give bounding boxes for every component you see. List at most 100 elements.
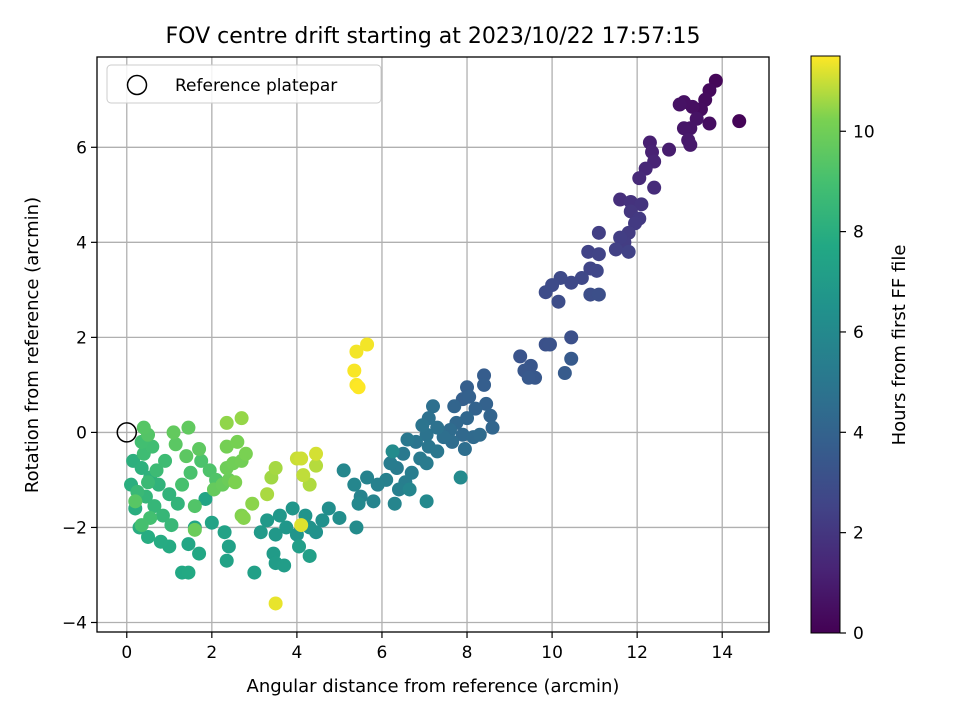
scatter-point (155, 508, 170, 523)
scatter-point (457, 442, 472, 457)
scatter-point (383, 456, 398, 471)
scatter-point (294, 451, 309, 466)
scatter-point (187, 499, 202, 514)
scatter-point (336, 463, 351, 478)
scatter-point (181, 565, 196, 580)
scatter-point (485, 420, 500, 435)
scatter-point (136, 420, 151, 435)
scatter-point (351, 380, 366, 395)
scatter-point (181, 537, 196, 552)
scatter-point (192, 546, 207, 561)
scatter-point (230, 434, 245, 449)
legend: Reference platepar (106, 64, 382, 104)
scatter-point (285, 501, 300, 516)
scatter-point (187, 522, 202, 537)
colorbar-tick-label: 0 (853, 624, 864, 644)
scatter-point (236, 510, 251, 525)
scatter-point (192, 442, 207, 457)
scatter-point (447, 399, 462, 414)
scatter-point (385, 444, 400, 459)
colorbar-label: Hours from first FF file (889, 245, 910, 446)
scatter-point (360, 470, 375, 485)
scatter-point (268, 461, 283, 476)
colorbar-tick-label: 6 (853, 323, 864, 343)
scatter-point (153, 534, 168, 549)
scatter-point (574, 270, 589, 285)
scatter-point (430, 420, 445, 435)
y-tick-label: −4 (62, 613, 87, 633)
scatter-point (360, 337, 375, 352)
scatter-point (166, 425, 181, 440)
scatter-point (315, 513, 330, 528)
scatter-point (672, 97, 687, 112)
scatter-point (521, 370, 536, 385)
scatter-point (542, 337, 557, 352)
scatter-point (387, 496, 402, 511)
scatter-point (462, 389, 477, 404)
scatter-point (134, 461, 149, 476)
scatter-point (683, 137, 698, 152)
x-tick-label: 14 (711, 643, 733, 663)
x-tick-label: 12 (626, 643, 648, 663)
scatter-point (268, 596, 283, 611)
scatter-point (564, 330, 579, 345)
scatter-point (219, 439, 234, 454)
scatter-point (591, 287, 606, 302)
scatter-point (613, 230, 628, 245)
scatter-point (134, 518, 149, 533)
scatter-point (149, 463, 164, 478)
scatter-point (296, 468, 311, 483)
scatter-point (453, 470, 468, 485)
scatter-point (219, 415, 234, 430)
scatter-point (253, 525, 268, 540)
scatter-point (351, 496, 366, 511)
scatter-point (302, 548, 317, 563)
scatter-point (349, 344, 364, 359)
scatter-point (426, 399, 440, 414)
scatter-point (141, 529, 156, 544)
scatter-point (294, 518, 309, 533)
y-tick-label: 4 (76, 233, 87, 253)
scatter-point (145, 439, 160, 454)
colorbar-tick-label: 2 (853, 524, 864, 544)
scatter-point (419, 494, 434, 509)
scatter-point (400, 432, 415, 447)
scatter-point (221, 539, 236, 554)
scatter-point (260, 487, 275, 502)
colorbar-tick-label: 10 (853, 122, 875, 142)
x-axis-ticks: 0 2 4 6 8 10 12 14 (121, 632, 733, 663)
scatter-point (238, 446, 253, 461)
scatter-point (349, 520, 364, 535)
scatter-point (564, 275, 579, 290)
scatter-point (483, 408, 498, 423)
scatter-point (591, 225, 606, 240)
scatter-point (272, 508, 287, 523)
scatter-point (277, 558, 292, 573)
y-axis-ticks: −4 −2 0 2 4 6 (62, 138, 97, 633)
scatter-point (564, 351, 579, 366)
scatter-point (613, 192, 628, 207)
scatter-point (181, 420, 196, 435)
scatter-point (621, 244, 636, 259)
scatter-point (260, 513, 275, 528)
scatter-point (589, 263, 604, 278)
scatter-point (279, 520, 294, 535)
legend-label-reference: Reference platepar (175, 76, 337, 96)
scatter-point (309, 458, 324, 473)
scatter-point (141, 475, 156, 490)
scatter-point (732, 114, 747, 129)
colorbar-tick-label: 4 (853, 423, 864, 443)
scatter-point (292, 539, 307, 554)
scatter-point (460, 411, 475, 426)
scatter-point (557, 366, 572, 381)
scatter-point (479, 396, 494, 411)
y-tick-label: 2 (76, 328, 87, 348)
scatter-point (591, 247, 606, 262)
scatter-point (455, 427, 470, 442)
x-tick-label: 2 (206, 643, 217, 663)
reference-point-marker (116, 422, 138, 443)
chart-title: FOV centre drift starting at 2023/10/22 … (166, 24, 701, 49)
scatter-point (158, 453, 173, 468)
scatter-point (513, 349, 528, 364)
scatter-point (309, 446, 324, 461)
